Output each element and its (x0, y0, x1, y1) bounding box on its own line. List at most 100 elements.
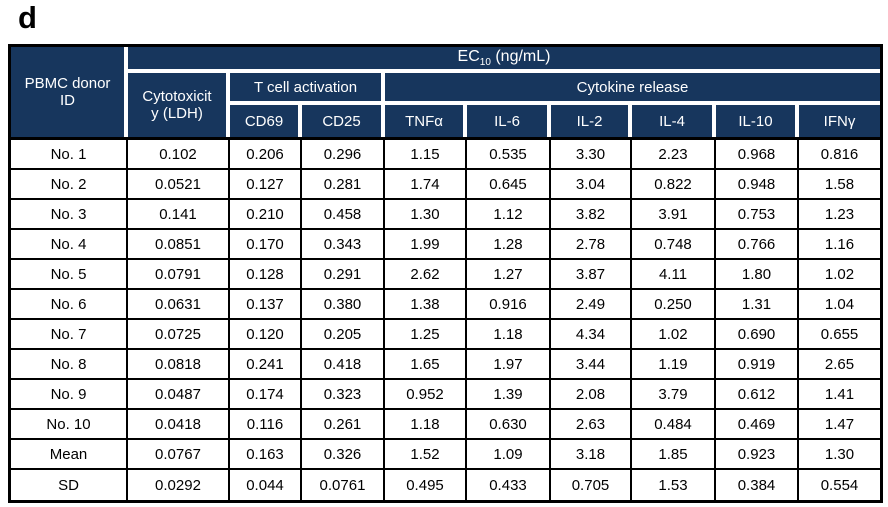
value-cell: 2.65 (799, 350, 880, 380)
value-cell: 3.82 (551, 200, 632, 230)
value-cell: 0.753 (716, 200, 799, 230)
value-cell: 1.47 (799, 410, 880, 440)
value-cell: 3.30 (551, 140, 632, 170)
value-cell: 0.0725 (128, 320, 230, 350)
value-cell: 0.116 (230, 410, 302, 440)
value-cell: 0.919 (716, 350, 799, 380)
value-cell: 0.705 (551, 470, 632, 500)
value-cell: 0.250 (632, 290, 716, 320)
figure-panel-label: d (18, 0, 37, 35)
value-cell: 3.18 (551, 440, 632, 470)
value-cell: 1.97 (467, 350, 551, 380)
value-cell: 0.343 (302, 230, 385, 260)
value-cell: 0.0521 (128, 170, 230, 200)
value-cell: 0.748 (632, 230, 716, 260)
header-il4: IL-4 (632, 105, 716, 137)
row-id-cell: No. 2 (11, 170, 128, 200)
value-cell: 1.85 (632, 440, 716, 470)
ec10-table: PBMC donor ID EC10 (ng/mL) Cytotoxicit y… (8, 44, 883, 503)
value-cell: 0.0292 (128, 470, 230, 500)
value-cell: 0.655 (799, 320, 880, 350)
value-cell: 1.15 (385, 140, 467, 170)
value-cell: 1.39 (467, 380, 551, 410)
value-cell: 0.163 (230, 440, 302, 470)
value-cell: 1.27 (467, 260, 551, 290)
value-cell: 0.384 (716, 470, 799, 500)
value-cell: 1.09 (467, 440, 551, 470)
value-cell: 0.170 (230, 230, 302, 260)
value-cell: 0.458 (302, 200, 385, 230)
value-cell: 1.19 (632, 350, 716, 380)
value-cell: 1.65 (385, 350, 467, 380)
value-cell: 0.766 (716, 230, 799, 260)
value-cell: 2.63 (551, 410, 632, 440)
row-id-cell: SD (11, 470, 128, 500)
value-cell: 0.141 (128, 200, 230, 230)
value-cell: 1.02 (632, 320, 716, 350)
header-cytokine-release: Cytokine release (385, 73, 880, 105)
value-cell: 0.137 (230, 290, 302, 320)
value-cell: 0.612 (716, 380, 799, 410)
value-cell: 0.630 (467, 410, 551, 440)
header-pbmc-donor-id: PBMC donor ID (11, 47, 128, 137)
value-cell: 0.120 (230, 320, 302, 350)
row-id-cell: No. 10 (11, 410, 128, 440)
value-cell: 0.0631 (128, 290, 230, 320)
value-cell: 1.74 (385, 170, 467, 200)
value-cell: 0.380 (302, 290, 385, 320)
value-cell: 0.0818 (128, 350, 230, 380)
value-cell: 0.323 (302, 380, 385, 410)
row-id-cell: Mean (11, 440, 128, 470)
value-cell: 0.0418 (128, 410, 230, 440)
value-cell: 0.128 (230, 260, 302, 290)
value-cell: 1.12 (467, 200, 551, 230)
row-id-cell: No. 3 (11, 200, 128, 230)
table-header: PBMC donor ID EC10 (ng/mL) Cytotoxicit y… (11, 47, 880, 140)
value-cell: 0.968 (716, 140, 799, 170)
value-cell: 0.044 (230, 470, 302, 500)
value-cell: 1.30 (385, 200, 467, 230)
value-cell: 0.923 (716, 440, 799, 470)
value-cell: 0.0767 (128, 440, 230, 470)
value-cell: 0.645 (467, 170, 551, 200)
value-cell: 3.04 (551, 170, 632, 200)
value-cell: 1.16 (799, 230, 880, 260)
header-il2: IL-2 (551, 105, 632, 137)
value-cell: 1.18 (467, 320, 551, 350)
row-id-cell: No. 9 (11, 380, 128, 410)
value-cell: 0.0791 (128, 260, 230, 290)
value-cell: 1.58 (799, 170, 880, 200)
value-cell: 4.34 (551, 320, 632, 350)
value-cell: 0.469 (716, 410, 799, 440)
value-cell: 0.433 (467, 470, 551, 500)
value-cell: 0.554 (799, 470, 880, 500)
value-cell: 1.28 (467, 230, 551, 260)
value-cell: 0.261 (302, 410, 385, 440)
header-cytotoxicity-ldh: Cytotoxicit y (LDH) (128, 73, 230, 137)
value-cell: 0.822 (632, 170, 716, 200)
value-cell: 2.78 (551, 230, 632, 260)
row-id-cell: No. 6 (11, 290, 128, 320)
header-ifng: IFNγ (799, 105, 880, 137)
value-cell: 2.49 (551, 290, 632, 320)
value-cell: 0.205 (302, 320, 385, 350)
value-cell: 1.41 (799, 380, 880, 410)
value-cell: 3.79 (632, 380, 716, 410)
value-cell: 1.80 (716, 260, 799, 290)
value-cell: 1.31 (716, 290, 799, 320)
value-cell: 0.690 (716, 320, 799, 350)
value-cell: 0.916 (467, 290, 551, 320)
table-body: No. 1 0.102 0.206 0.296 1.15 0.535 3.30 2.23 0.9… (11, 140, 880, 500)
value-cell: 0.241 (230, 350, 302, 380)
value-cell: 0.948 (716, 170, 799, 200)
value-cell: 0.484 (632, 410, 716, 440)
value-cell: 1.02 (799, 260, 880, 290)
value-cell: 1.23 (799, 200, 880, 230)
value-cell: 0.206 (230, 140, 302, 170)
value-cell: 1.30 (799, 440, 880, 470)
value-cell: 0.210 (230, 200, 302, 230)
value-cell: 0.0761 (302, 470, 385, 500)
value-cell: 3.91 (632, 200, 716, 230)
value-cell: 0.418 (302, 350, 385, 380)
value-cell: 2.08 (551, 380, 632, 410)
